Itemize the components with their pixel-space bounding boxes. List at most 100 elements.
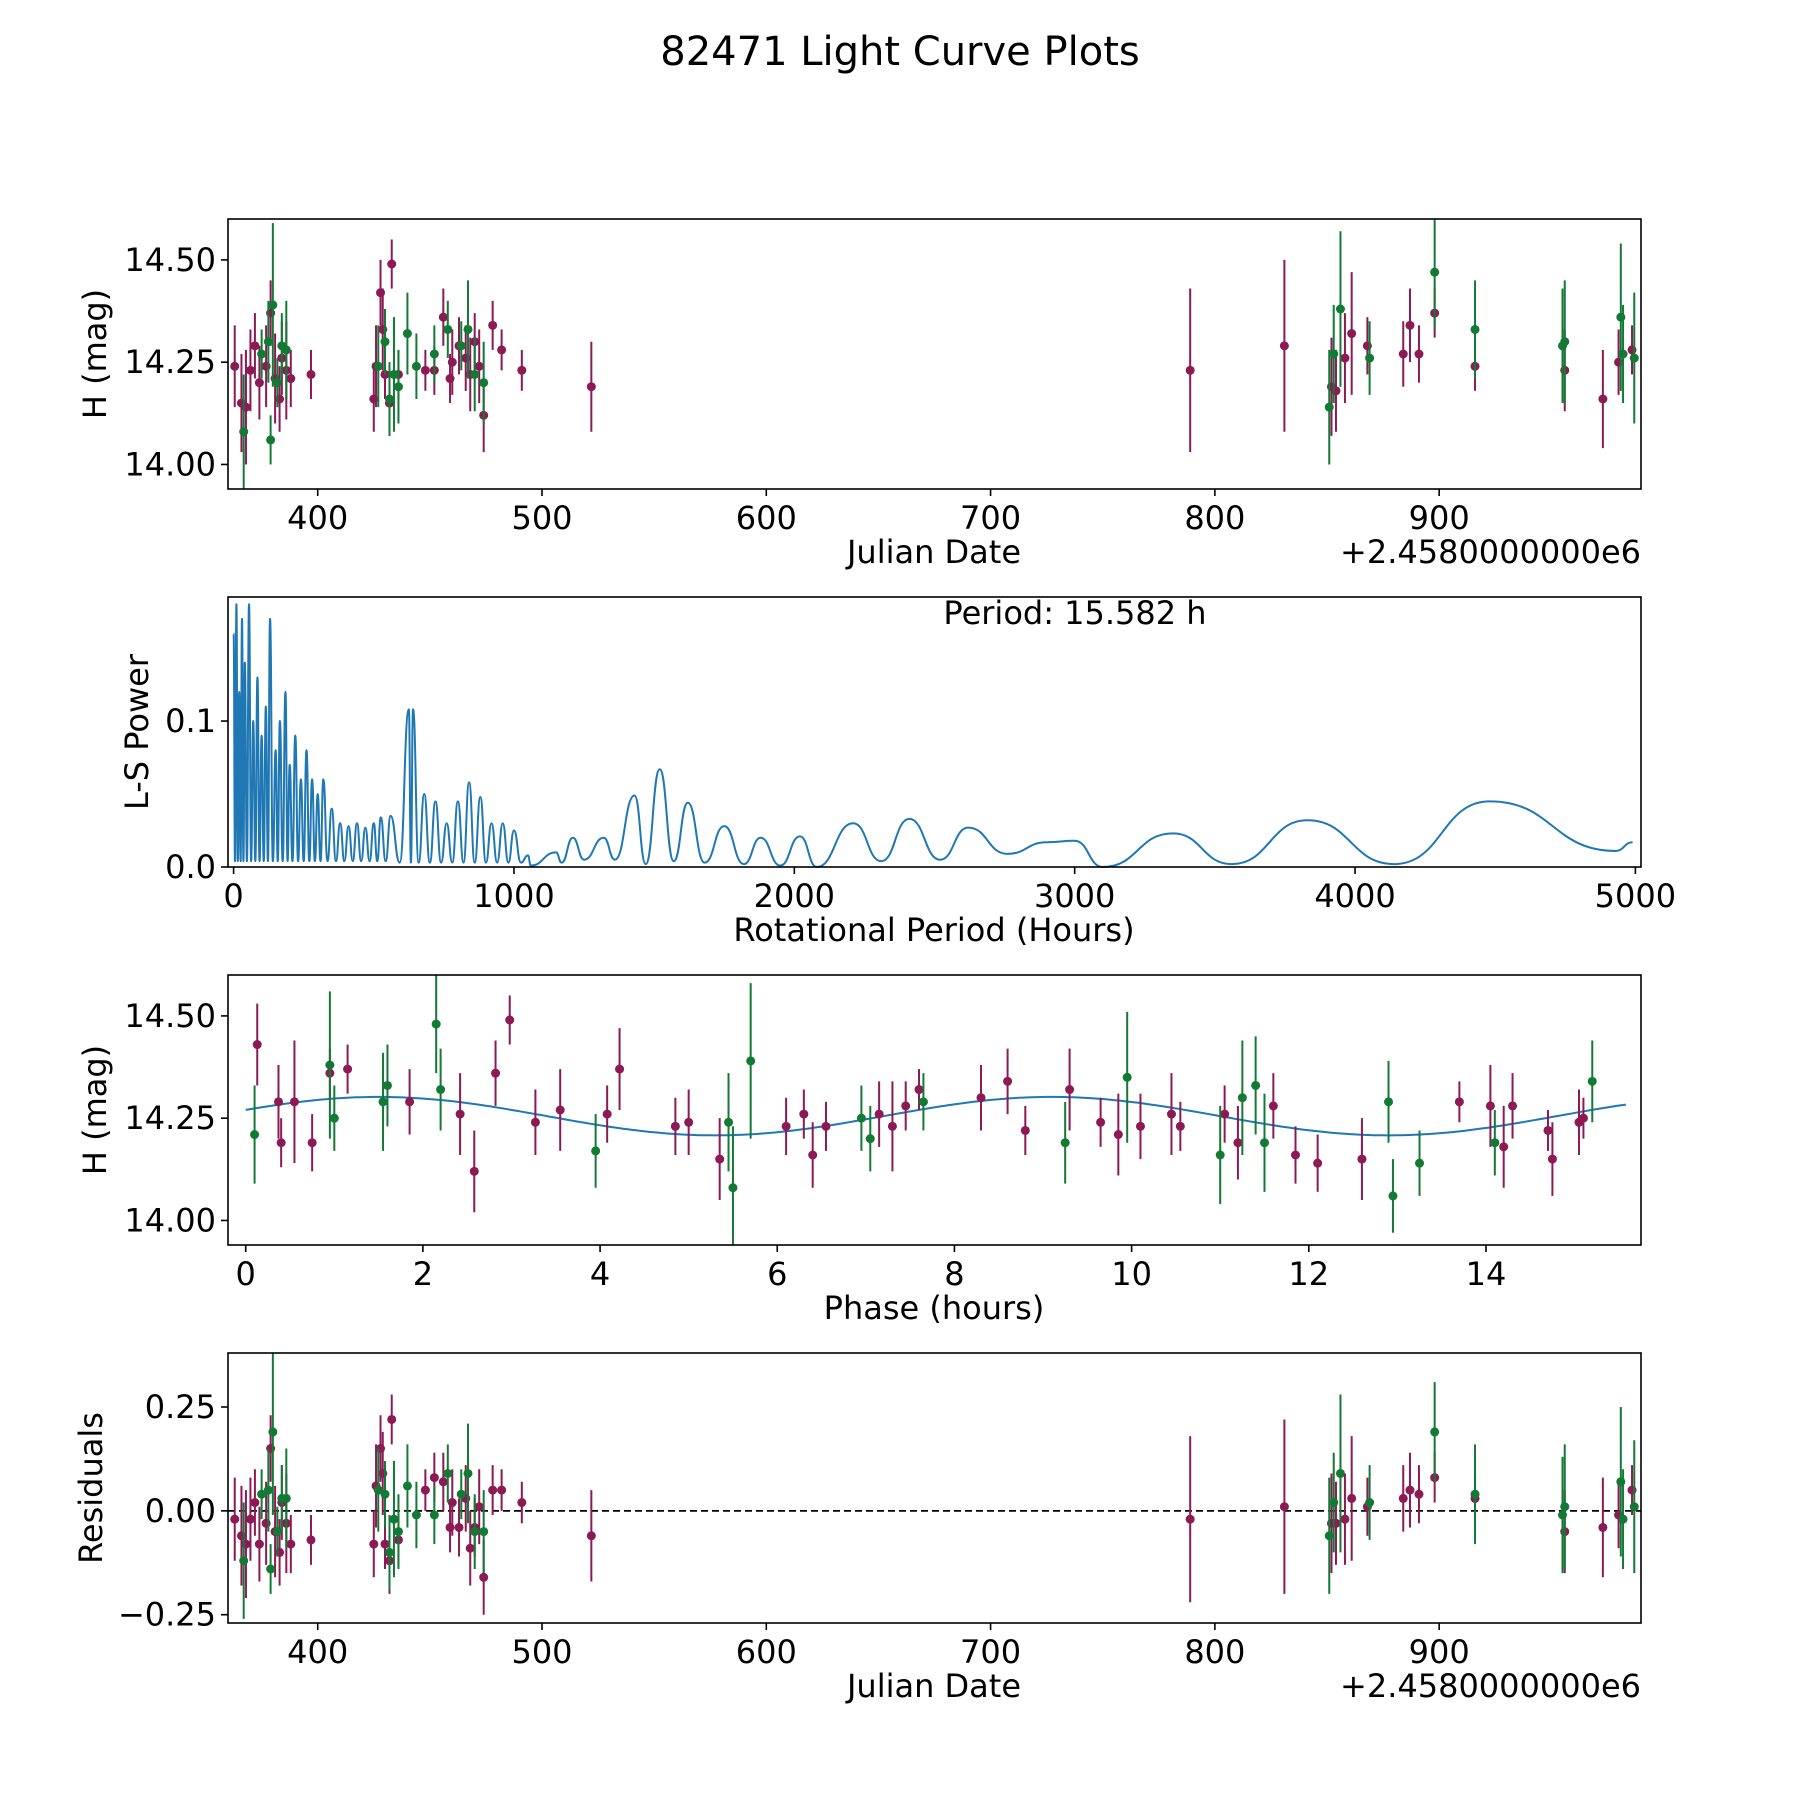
lightcurve-point bbox=[402, 329, 412, 339]
residuals-plot-area bbox=[228, 1353, 1641, 1619]
residuals-point bbox=[1185, 1514, 1195, 1524]
lightcurve-xtick-label: 700 bbox=[960, 499, 1021, 537]
phased-point bbox=[307, 1138, 317, 1148]
residuals-point bbox=[380, 1539, 390, 1549]
residuals-point bbox=[443, 1468, 453, 1478]
lightcurve-point bbox=[257, 349, 267, 359]
phased-point bbox=[918, 1097, 928, 1107]
lightcurve-point bbox=[517, 365, 527, 375]
lightcurve-ytick-label: 14.00 bbox=[124, 445, 216, 483]
residuals-point bbox=[272, 1527, 282, 1537]
lightcurve-ytick-label: 14.25 bbox=[124, 343, 216, 381]
lightcurve-ticks: 400 500 600 700 800 900 14.00 14.25 14.50 bbox=[124, 241, 1469, 537]
phased-point bbox=[1135, 1121, 1145, 1131]
lightcurve-point bbox=[1324, 402, 1334, 412]
lightcurve-panel: 400 500 600 700 800 900 14.00 14.25 14.50 Julian… bbox=[76, 218, 1642, 571]
residuals-xtick-label: 700 bbox=[960, 1633, 1021, 1671]
residuals-point bbox=[250, 1498, 260, 1508]
residuals-point bbox=[517, 1498, 527, 1508]
phased-point bbox=[715, 1154, 725, 1164]
residuals-point bbox=[380, 1489, 390, 1499]
lightcurve-plot-area bbox=[230, 219, 1639, 489]
phased-point bbox=[602, 1109, 612, 1119]
residuals-xtick-label: 800 bbox=[1184, 1633, 1245, 1671]
residuals-point bbox=[488, 1485, 498, 1495]
phased-point bbox=[1166, 1109, 1176, 1119]
phased-ylabel: H (mag) bbox=[76, 1045, 114, 1175]
phased-point bbox=[436, 1085, 446, 1095]
phased-point bbox=[1485, 1101, 1495, 1111]
residuals-xlabel: Julian Date bbox=[845, 1667, 1021, 1705]
residuals-ytick-label: −0.25 bbox=[118, 1596, 216, 1634]
residuals-ylabel: Residuals bbox=[72, 1412, 110, 1564]
phased-point bbox=[865, 1134, 875, 1144]
lightcurve-point bbox=[281, 345, 291, 355]
phased-point bbox=[1313, 1158, 1323, 1168]
residuals-point bbox=[479, 1527, 489, 1537]
residuals-point bbox=[1430, 1427, 1440, 1437]
phased-ticks: 0 2 4 6 8 10 12 14 14.00 14.25 14.50 bbox=[124, 997, 1506, 1293]
phased-point bbox=[1415, 1158, 1425, 1168]
phased-point bbox=[1268, 1101, 1278, 1111]
residuals-point bbox=[586, 1531, 596, 1541]
lightcurve-point bbox=[263, 337, 273, 347]
phased-point bbox=[1388, 1191, 1398, 1201]
lightcurve-point bbox=[1560, 337, 1570, 347]
lightcurve-xtick-label: 500 bbox=[511, 499, 572, 537]
lightcurve-point bbox=[286, 374, 296, 384]
phased-point bbox=[1113, 1130, 1123, 1140]
lightcurve-point bbox=[1430, 267, 1440, 277]
residuals-point bbox=[387, 1414, 397, 1424]
lightcurve-point bbox=[488, 320, 498, 330]
phased-point bbox=[405, 1097, 415, 1107]
phased-model-curve bbox=[245, 1095, 1627, 1137]
residuals-point bbox=[454, 1522, 464, 1532]
lightcurve-point bbox=[1279, 341, 1289, 351]
phased-point bbox=[1233, 1138, 1243, 1148]
residuals-point bbox=[1414, 1489, 1424, 1499]
lightcurve-point bbox=[479, 378, 489, 388]
residuals-ticks: 400 500 600 700 800 900 −0.25 0.00 0.25 bbox=[118, 1388, 1470, 1671]
residuals-xtick-label: 500 bbox=[511, 1633, 572, 1671]
periodogram-xtick-label: 4000 bbox=[1314, 877, 1395, 915]
residuals-point bbox=[266, 1564, 276, 1574]
phased-point bbox=[469, 1166, 479, 1176]
phased-point bbox=[746, 1056, 756, 1066]
periodogram-xtick-label: 0 bbox=[223, 877, 243, 915]
lightcurve-point bbox=[420, 365, 430, 375]
phased-point bbox=[378, 1097, 388, 1107]
phased-xtick-label: 0 bbox=[236, 1255, 256, 1293]
periodogram-ytick-label: 0.1 bbox=[165, 702, 216, 740]
residuals-point bbox=[245, 1514, 255, 1524]
residuals-point bbox=[1347, 1493, 1357, 1503]
phased-xtick-label: 8 bbox=[944, 1255, 964, 1293]
phased-point bbox=[670, 1121, 680, 1131]
lightcurve-point bbox=[373, 361, 383, 371]
residuals-point bbox=[479, 1572, 489, 1582]
residuals-point bbox=[402, 1481, 412, 1491]
residuals-point bbox=[447, 1498, 457, 1508]
phased-point bbox=[591, 1146, 601, 1156]
lightcurve-point bbox=[1598, 394, 1608, 404]
lightcurve-point bbox=[463, 324, 473, 334]
lightcurve-point bbox=[1414, 349, 1424, 359]
periodogram-xlabel: Rotational Period (Hours) bbox=[733, 911, 1134, 949]
phased-point bbox=[1251, 1080, 1261, 1090]
periodogram-line bbox=[232, 603, 1633, 869]
residuals-point bbox=[1279, 1502, 1289, 1512]
lightcurve-point bbox=[586, 382, 596, 392]
lightcurve-point bbox=[389, 369, 399, 379]
residuals-point bbox=[1398, 1493, 1408, 1503]
lightcurve-point bbox=[456, 341, 466, 351]
phased-point bbox=[1020, 1125, 1030, 1135]
periodogram-xtick-label: 3000 bbox=[1034, 877, 1115, 915]
lightcurve-point bbox=[1365, 353, 1375, 363]
phased-point bbox=[1384, 1097, 1394, 1107]
lightcurve-point bbox=[429, 349, 439, 359]
phased-panel: 0 2 4 6 8 10 12 14 14.00 14.25 14.50 Phase (hours)… bbox=[76, 974, 1642, 1327]
residuals-point bbox=[268, 1427, 278, 1437]
phased-point bbox=[728, 1183, 738, 1193]
residuals-point bbox=[369, 1539, 379, 1549]
phased-point bbox=[530, 1117, 540, 1127]
